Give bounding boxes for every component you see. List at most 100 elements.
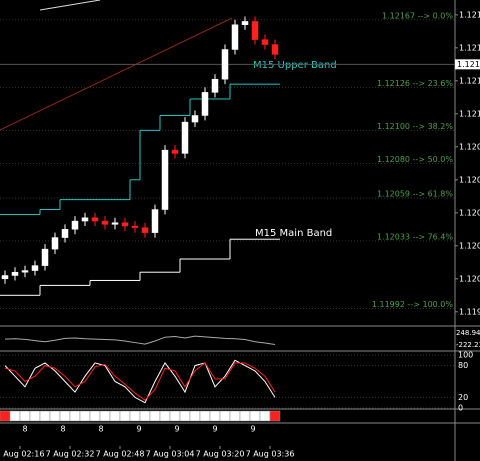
x-sublabel: 8 xyxy=(98,425,103,434)
candle-body xyxy=(11,271,19,276)
current-price-label: 1.1214 xyxy=(457,60,480,69)
signal-block xyxy=(229,410,241,422)
candle-body xyxy=(161,149,169,210)
signal-block xyxy=(209,410,221,422)
candle-body xyxy=(101,220,109,225)
stoch-tick-label: 20 xyxy=(458,393,468,402)
candle-body xyxy=(141,227,149,233)
x-sublabel: 8 xyxy=(60,425,65,434)
candle-body xyxy=(131,225,139,228)
candle-body xyxy=(151,209,159,233)
candle-body xyxy=(191,115,199,123)
x-sublabel: 8 xyxy=(22,425,27,434)
candle-body xyxy=(241,21,249,25)
signal-block xyxy=(69,410,81,422)
candle-body xyxy=(221,49,229,80)
fib-label: 1.12167 --> 0.0% xyxy=(382,11,453,20)
osc-tick-label: -222.23 xyxy=(456,341,480,349)
fib-label: 1.11992 --> 100.0% xyxy=(372,300,454,309)
signal-block xyxy=(89,410,101,422)
candle-body xyxy=(71,220,79,230)
fib-label: 1.12080 --> 50.0% xyxy=(377,155,453,164)
x-tick-label: 7 Aug 02:16 xyxy=(0,450,44,459)
signal-block xyxy=(149,410,161,422)
stoch-line xyxy=(4,362,276,401)
y-tick-label: 1.1199 xyxy=(459,307,480,316)
candle-body xyxy=(21,270,29,273)
candle-body xyxy=(111,222,119,225)
signal-block xyxy=(179,410,191,422)
band-label: M15 Upper Band xyxy=(253,60,337,71)
candle-body xyxy=(231,24,239,50)
stoch-tick-label: 0 xyxy=(458,404,463,413)
signal-block xyxy=(99,410,111,422)
stoch-tick-label: 100 xyxy=(458,351,473,360)
signal-block xyxy=(19,410,31,422)
fib-label: 1.12059 --> 61.8% xyxy=(377,189,453,198)
osc-tick-label: 248.946 xyxy=(456,329,480,337)
band-label: M15 Main Band xyxy=(255,228,332,239)
y-tick-label: 1.1207 xyxy=(459,175,480,184)
x-sublabel: 9 xyxy=(250,425,255,434)
x-tick-label: 7 Aug 02:48 xyxy=(96,450,145,459)
current-price-box xyxy=(455,59,480,70)
signal-block xyxy=(259,410,271,422)
signal-block xyxy=(139,410,151,422)
signal-block xyxy=(159,410,171,422)
y-tick-label: 1.1209 xyxy=(459,142,480,151)
y-tick-label: 1.1217 xyxy=(459,10,480,19)
signal-block xyxy=(49,410,61,422)
fib-label: 1.12100 --> 38.2% xyxy=(377,122,453,131)
signal-block xyxy=(119,410,131,422)
y-tick-label: 1.1205 xyxy=(459,208,480,217)
candle-body xyxy=(181,121,189,154)
signal-block xyxy=(0,410,11,422)
signal-block xyxy=(199,410,211,422)
candle-body xyxy=(261,39,269,45)
x-sublabel: 9 xyxy=(136,425,141,434)
x-sublabel: 9 xyxy=(212,425,217,434)
y-tick-label: 1.1213 xyxy=(459,76,480,85)
fib-label: 1.12033 --> 76.4% xyxy=(377,232,453,241)
x-tick-label: 7 Aug 03:04 xyxy=(146,450,195,459)
signal-block xyxy=(29,410,41,422)
signal-block xyxy=(169,410,181,422)
signal-block xyxy=(109,410,121,422)
candle-body xyxy=(1,275,9,280)
osc-line xyxy=(4,335,276,345)
signal-block xyxy=(239,410,251,422)
candle-body xyxy=(251,21,259,40)
candle-body xyxy=(271,44,279,55)
x-tick-label: 7 Aug 03:36 xyxy=(246,450,295,459)
trend-line xyxy=(0,17,233,131)
signal-block xyxy=(189,410,201,422)
x-sublabel: 9 xyxy=(174,425,179,434)
candle-body xyxy=(171,149,179,154)
signal-block xyxy=(249,410,261,422)
candle-body xyxy=(41,248,49,266)
signal-block xyxy=(219,410,231,422)
candle-body xyxy=(121,222,129,227)
signal-block xyxy=(39,410,51,422)
signal-block xyxy=(269,410,281,422)
stoch-tick-label: 80 xyxy=(458,361,468,370)
trend-line xyxy=(39,0,101,11)
candle-body xyxy=(61,229,69,238)
x-tick-label: 7 Aug 02:32 xyxy=(46,450,95,459)
signal-block xyxy=(129,410,141,422)
x-tick-label: 7 Aug 03:20 xyxy=(196,450,245,459)
y-tick-label: 1.1215 xyxy=(459,43,480,52)
candle-body xyxy=(211,78,219,93)
signal-block xyxy=(79,410,91,422)
fib-label: 1.12126 --> 23.6% xyxy=(377,79,453,88)
y-tick-label: 1.1203 xyxy=(459,241,480,250)
candle-body xyxy=(51,237,59,250)
candle-body xyxy=(201,92,209,116)
candle-body xyxy=(81,217,89,222)
candle-body xyxy=(31,265,39,271)
signal-block xyxy=(59,410,71,422)
signal-block xyxy=(9,410,21,422)
